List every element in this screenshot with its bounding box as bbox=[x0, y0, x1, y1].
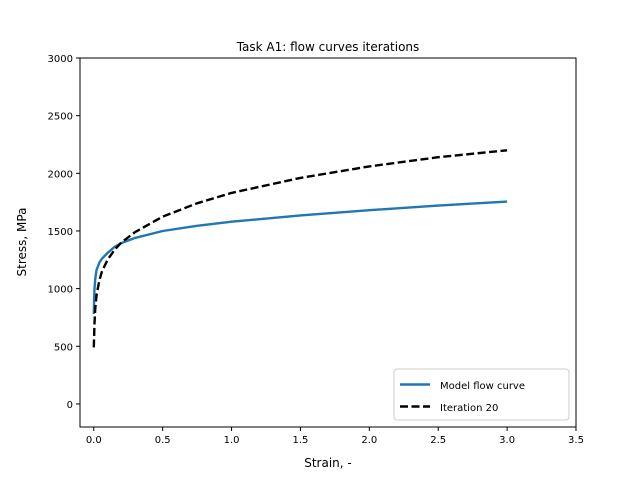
x-tick-label: 0.0 bbox=[86, 435, 102, 446]
chart-title: Task A1: flow curves iterations bbox=[236, 40, 420, 54]
x-tick-label: 1.0 bbox=[224, 435, 240, 446]
x-tick-label: 0.5 bbox=[155, 435, 171, 446]
y-tick-label: 500 bbox=[54, 342, 73, 353]
y-axis-ticks: 0 500 1000 1500 2000 2500 3000 bbox=[48, 54, 80, 411]
x-tick-label: 3.5 bbox=[568, 435, 584, 446]
y-tick-label: 3000 bbox=[48, 54, 73, 65]
y-tick-label: 2500 bbox=[48, 112, 73, 123]
y-tick-label: 0 bbox=[67, 400, 73, 411]
legend: Model flow curve Iteration 20 bbox=[393, 368, 570, 421]
x-tick-label: 3.0 bbox=[499, 435, 515, 446]
x-tick-label: 1.5 bbox=[292, 435, 308, 446]
series-layer bbox=[92, 149, 508, 348]
y-tick-label: 2000 bbox=[48, 169, 73, 180]
legend-label-iteration: Iteration 20 bbox=[440, 403, 498, 414]
y-axis-label: Stress, MPa bbox=[15, 208, 29, 277]
x-tick-label: 2.0 bbox=[361, 435, 377, 446]
legend-label-model: Model flow curve bbox=[440, 381, 525, 392]
x-tick-label: 2.5 bbox=[430, 435, 446, 446]
x-axis-label: Strain, - bbox=[304, 456, 352, 470]
y-tick-label: 1500 bbox=[48, 227, 73, 238]
axes-frame bbox=[79, 57, 577, 428]
x-axis-ticks: 0.0 0.5 1.0 1.5 2.0 2.5 3.0 3.5 bbox=[86, 427, 584, 446]
model-flow-curve-line bbox=[92, 200, 508, 315]
iteration-20-line bbox=[92, 149, 508, 348]
legend-box bbox=[393, 368, 570, 421]
y-tick-label: 1000 bbox=[48, 285, 73, 296]
